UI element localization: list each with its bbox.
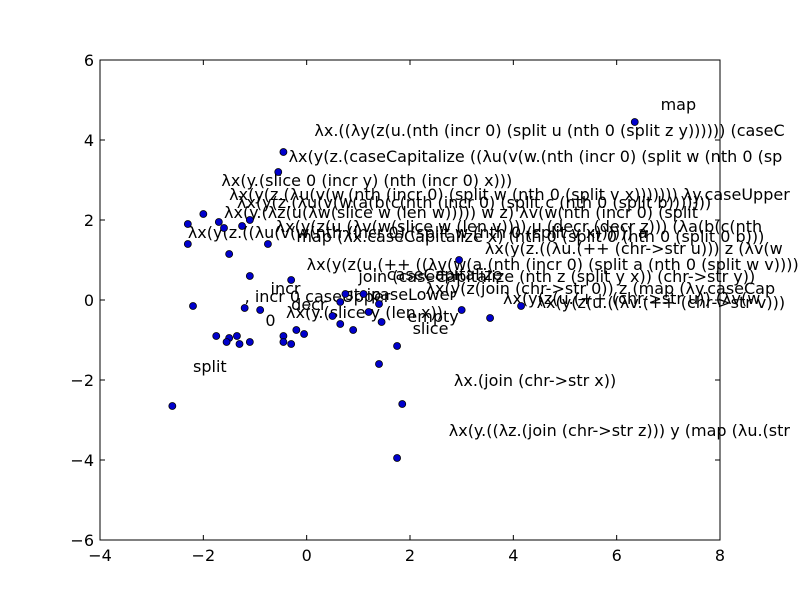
annotation-label: λx.(join (chr->str x)) xyxy=(454,371,616,390)
annotation-label: λx(y.(λz(u(λw(slice w (len w))))) w z) λ… xyxy=(224,203,698,222)
annotation-label: λx(y(z.(λu(v(w(a(b(c(nth (incr 0) (split… xyxy=(237,193,711,212)
y-tick-label: −4 xyxy=(70,451,94,470)
data-point xyxy=(274,168,283,176)
data-point xyxy=(359,290,368,298)
data-point xyxy=(336,298,345,306)
data-point xyxy=(349,326,358,334)
annotation-label: λx.((λy(z(u.(nth (incr 0) (split u (nth … xyxy=(314,121,784,140)
y-tick-label: −2 xyxy=(70,371,94,390)
data-point xyxy=(245,272,254,280)
x-tick-label: 8 xyxy=(715,546,725,565)
data-point xyxy=(245,216,254,224)
x-tick-label: 4 xyxy=(508,546,518,565)
annotation-layer: map λx.((λy(z(u.(nth (incr 0) (split u (n… xyxy=(188,95,800,440)
annotation-label: λx(y(z(u.(++ ((λv(w(a.(nth (incr 0) (spl… xyxy=(307,255,800,274)
annotation-label: slice xyxy=(413,319,449,338)
data-point xyxy=(393,342,401,350)
annotation-label: λx(y(z.(caseCapitalize ((λu(v(w.(nth (in… xyxy=(289,147,783,166)
data-point xyxy=(222,338,231,346)
data-point xyxy=(336,320,345,328)
y-tick-label: 2 xyxy=(84,211,94,230)
data-point xyxy=(279,338,288,346)
data-point xyxy=(240,304,249,312)
data-point xyxy=(341,290,350,298)
annotation-label: , incr 0 caseUpper xyxy=(245,287,391,306)
annotation-label: 0 xyxy=(265,311,275,330)
y-tick-label: 4 xyxy=(84,131,94,150)
annotation-label: map xyxy=(661,95,697,114)
annotation-label: λx(y.(slice y (len x)) xyxy=(286,303,443,322)
annotation-label: caseCapitalize xyxy=(387,265,503,284)
data-point xyxy=(393,454,401,462)
data-point xyxy=(287,276,296,284)
data-point xyxy=(517,302,525,310)
data-point xyxy=(168,402,177,410)
annotation-label: λx(y(z(u.(++ (chr->str u)) (λv(w xyxy=(503,289,760,308)
annotation-label: caseLower xyxy=(371,285,456,304)
x-tick-label: −2 xyxy=(192,546,216,565)
annotation-label: λx(y(z(u.(λv(w(slice w (len v)))) u (dec… xyxy=(276,217,763,236)
data-point xyxy=(256,306,265,314)
data-point xyxy=(233,332,241,340)
data-point xyxy=(238,222,246,230)
x-tick-label: −4 xyxy=(88,546,112,565)
x-tick-label: 6 xyxy=(612,546,622,565)
data-point xyxy=(292,326,301,334)
annotation-label: decr xyxy=(291,295,327,314)
point-layer xyxy=(168,118,639,462)
data-point xyxy=(375,360,383,368)
annotation-label: λx(y(z(u.((λv.(++ (chr->str v))) xyxy=(537,293,786,312)
data-point xyxy=(212,332,221,340)
data-point xyxy=(300,330,308,338)
y-tick-label: 6 xyxy=(84,51,94,70)
annotation-label: join (caseCapitalize (nth z (split y x))… xyxy=(357,267,755,286)
data-point xyxy=(377,318,386,326)
annotation-label: incr xyxy=(271,279,301,298)
annotation-label: split xyxy=(193,357,227,376)
annotation-label: λx(y(z.(λu(v(w.(nth (incr 0) (split w (n… xyxy=(229,185,790,204)
data-point xyxy=(245,338,254,346)
data-point xyxy=(279,148,288,156)
data-point xyxy=(225,250,234,258)
data-point xyxy=(220,224,228,232)
data-point xyxy=(189,302,197,310)
data-point xyxy=(457,306,466,314)
y-tick-label: −6 xyxy=(70,531,94,550)
annotation-label: ++ xyxy=(436,265,463,284)
data-point xyxy=(199,210,208,218)
data-point xyxy=(264,240,272,248)
x-tick-label: 2 xyxy=(405,546,415,565)
annotation-label: empty xyxy=(407,307,458,326)
data-point xyxy=(214,218,223,226)
data-point xyxy=(235,340,244,348)
data-point xyxy=(630,118,639,126)
annotation-label: λx(y.(slice 0 (incr y) (nth (incr 0) x))… xyxy=(221,171,512,190)
data-point xyxy=(455,256,463,264)
data-point xyxy=(328,312,337,320)
annotation-label: map (λx.caseCapitalize x) (nth 0 (split … xyxy=(296,227,764,246)
annotation-label: λx(y.((λz.(join (chr->str z))) y (map (λ… xyxy=(449,421,791,440)
data-point xyxy=(287,340,296,348)
data-point xyxy=(375,300,383,308)
data-point xyxy=(364,308,373,316)
x-tick-label: 0 xyxy=(302,546,312,565)
data-point xyxy=(183,220,192,228)
data-point xyxy=(486,314,494,322)
annotation-label: λx(y(z.((λu.(++ (chr->str u))) z (λv(w xyxy=(485,239,783,258)
data-point xyxy=(183,240,192,248)
annotation-label: λx(y(z.((λu(v(w(nth (incr 0) (split w (n… xyxy=(188,223,648,242)
annotation-label: λx(y(z(join (chr->str 0)) z (map (λy.cas… xyxy=(426,279,776,298)
data-point xyxy=(398,400,407,408)
y-tick-label: 0 xyxy=(84,291,94,310)
